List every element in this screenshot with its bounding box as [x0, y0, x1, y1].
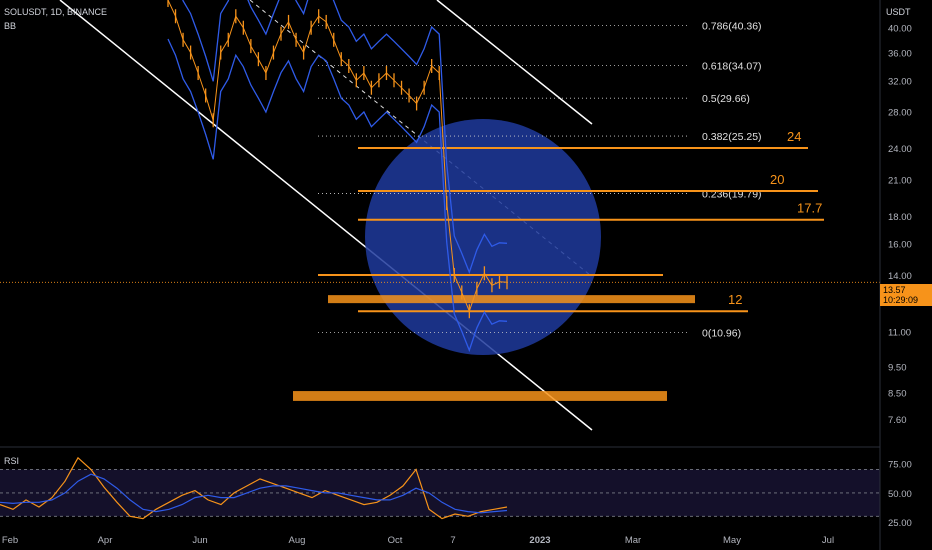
rsi-tick-label: 75.00 [888, 460, 912, 471]
price-tick-label: 32.00 [888, 76, 912, 87]
bb-upper-band [182, 0, 508, 275]
price-tick-label: 8.50 [888, 388, 907, 399]
support-zone-lower [293, 391, 667, 401]
fib-label: 0(10.96) [702, 328, 741, 340]
price-tick-label: 18.00 [888, 212, 912, 223]
price-tick-label: 9.50 [888, 362, 907, 373]
fib-label: 0.5(29.66) [702, 93, 750, 105]
price-tick-label: 28.00 [888, 108, 912, 119]
current-price-value: 13.57 [883, 285, 906, 295]
fib-label: 0.382(25.25) [702, 131, 762, 143]
channel-upper-line [436, 0, 593, 125]
price-tick-label: 11.00 [888, 328, 911, 339]
bb-lower-band [167, 38, 508, 353]
time-tick-label: May [723, 535, 741, 546]
time-tick-label: Mar [625, 535, 641, 546]
price-tick-label: 36.00 [888, 49, 912, 60]
price-tick-label: 40.00 [888, 24, 912, 35]
time-tick-label: 2023 [529, 535, 550, 546]
countdown-timer: 10:29:09 [883, 295, 919, 305]
support-zone-upper [328, 295, 695, 304]
price-level-label: 17.7 [797, 201, 822, 216]
price-level-label: 20 [770, 172, 784, 187]
time-tick-label: Aug [289, 535, 306, 546]
time-tick-label: Feb [2, 535, 18, 546]
rsi-tick-label: 50.00 [888, 489, 912, 500]
rsi-tick-label: 25.00 [888, 518, 912, 529]
time-tick-label: Apr [98, 535, 113, 546]
price-series-line [167, 0, 508, 313]
price-tick-label: 14.00 [888, 271, 912, 282]
current-price-badge: 13.57 10:29:09 [880, 284, 932, 306]
channel-lower-line [59, 0, 593, 431]
price-level-label: 12 [728, 292, 742, 307]
rsi-indicator-label[interactable]: RSI [4, 456, 20, 466]
fib-label: 0.618(34.07) [702, 61, 762, 73]
rsi-pane[interactable] [0, 456, 880, 520]
time-tick-label: 7 [450, 535, 455, 546]
time-axis[interactable]: Feb Apr Jun Aug Oct 7 2023 Mar May Jul [2, 535, 834, 546]
rsi-ma-line [0, 473, 508, 514]
symbol-title: SOLUSDT, 1D, BINANCE [4, 7, 108, 17]
time-tick-label: Oct [388, 535, 403, 546]
bb-indicator-label[interactable]: BB [4, 21, 17, 31]
time-tick-label: Jul [822, 535, 834, 546]
price-tick-label: 16.00 [888, 240, 912, 251]
price-tick-label: 7.60 [888, 415, 907, 426]
rsi-line [0, 456, 508, 520]
fib-label: 0.786(40.36) [702, 21, 762, 33]
price-level-label: 24 [787, 129, 801, 144]
price-axis[interactable]: 40.00 36.00 32.00 28.00 24.00 21.00 18.00 16.00… [879, 0, 912, 550]
time-tick-label: Jun [192, 535, 207, 546]
currency-label: USDT [886, 7, 911, 17]
price-tick-label: 24.00 [888, 144, 912, 155]
price-tick-label: 21.00 [888, 175, 912, 186]
price-pane[interactable]: 0.786(40.36) 0.618(34.07) 0.5(29.66) 0.382(… [0, 0, 880, 448]
